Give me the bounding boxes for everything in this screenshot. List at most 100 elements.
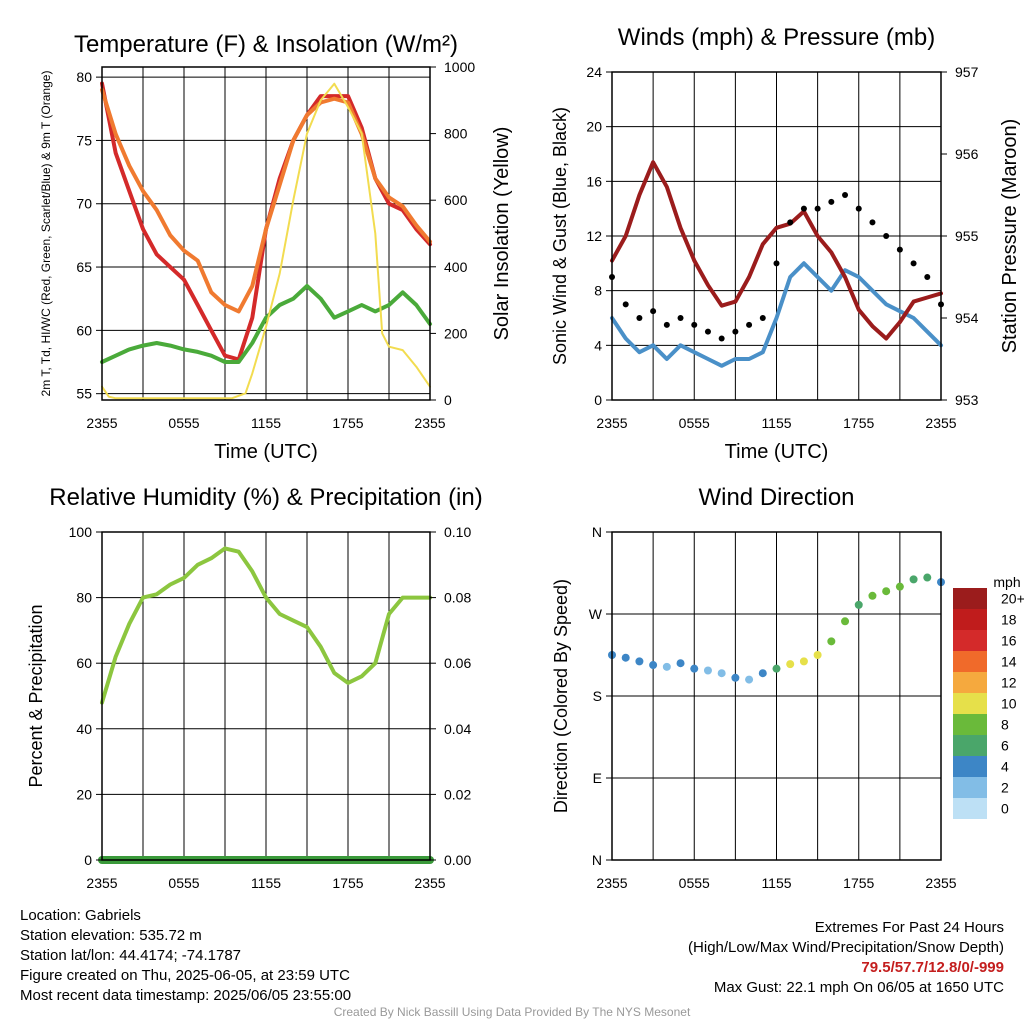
extremes-subtitle: (High/Low/Max Wind/Precipitation/Snow De…: [688, 939, 1004, 956]
station-location: Location: Gabriels: [20, 907, 141, 924]
p2-series-2-point: [746, 321, 753, 328]
p1-xtick-label: 2355: [86, 415, 117, 431]
p4-direction-point: [676, 659, 685, 668]
p4-direction-point: [854, 600, 863, 609]
p4-colorbar-swatch: [953, 714, 987, 735]
p3-plot-frame: [101, 531, 431, 861]
p2-series-2-point: [787, 219, 794, 226]
p4-colorbar-swatch: [953, 756, 987, 777]
p2-series-2-point: [622, 301, 629, 308]
station-latlon: Station lat/lon: 44.4174; -74.1787: [20, 947, 242, 964]
p4-direction-point: [799, 657, 808, 666]
p2-y2tick-label: 955: [955, 228, 979, 244]
p2-y-axis-label: Sonic Wind & Gust (Blue, Black): [550, 107, 570, 365]
p1-y2tick-label: 0: [444, 392, 452, 408]
p2-series-2-point: [896, 246, 903, 253]
p4-colorbar-label: 8: [1001, 717, 1009, 733]
p4-direction-point: [895, 582, 904, 591]
p4-colorbar-label: 2: [1001, 780, 1009, 796]
p2-series-2-point: [704, 328, 711, 335]
p3-series-0-line: [100, 546, 432, 705]
p1-chart-title: Temperature (F) & Insolation (W/m²): [74, 31, 458, 58]
p2-ytick-label: 8: [594, 283, 602, 299]
p2-series-2-point: [924, 274, 931, 280]
p3-ytick-label: 80: [76, 590, 92, 606]
p2-series-0-line: [610, 261, 943, 368]
p4-direction-point: [786, 660, 795, 669]
p3-xtick-label: 1155: [251, 875, 281, 891]
station-elevation: Station elevation: 535.72 m: [20, 927, 202, 944]
p1-y-axis-label: 2m T, Td, HI/WC (Red, Green, Scarlet/Blu…: [39, 71, 53, 397]
p1-ytick-label: 75: [76, 132, 92, 148]
p3-chart-title: Relative Humidity (%) & Precipitation (i…: [49, 484, 482, 511]
p1-y2tick-label: 800: [444, 126, 468, 142]
p4-colorbar-label: 0: [1001, 801, 1009, 817]
p4-ytick-label: W: [589, 606, 603, 622]
p4-colorbar-swatch: [953, 798, 987, 819]
p4-xtick-label: 2355: [925, 875, 956, 891]
p4-direction-point: [758, 669, 767, 678]
p4-direction-point: [621, 653, 630, 662]
p4-direction-point: [772, 664, 781, 673]
p2-y2tick-label: 953: [955, 392, 979, 408]
p1-y2tick-label: 400: [444, 259, 468, 275]
p1-plot-frame: [101, 66, 431, 401]
p2-series-2-point: [869, 219, 876, 226]
p4-direction-point: [909, 575, 918, 584]
recent-timestamp: Most recent data timestamp: 2025/06/05 2…: [20, 987, 352, 1004]
p4-ytick-label: S: [593, 688, 602, 704]
p1-ytick-label: 65: [76, 259, 92, 275]
p4-colorbar-label: 12: [1001, 675, 1017, 691]
p4-colorbar-label: 20+: [1001, 591, 1024, 607]
p1-series-3-line: [101, 82, 431, 400]
extremes-title: Extremes For Past 24 Hours: [814, 919, 1004, 936]
p1-series-1-line: [100, 87, 432, 314]
p2-series-2-point: [732, 328, 739, 335]
p3-y2tick-label: 0.06: [444, 655, 471, 671]
p4-direction-point: [703, 666, 712, 675]
figure-created: Figure created on Thu, 2025-06-05, at 23…: [20, 967, 350, 984]
p4-direction-point: [813, 651, 822, 659]
credit-line: Created By Nick Bassill Using Data Provi…: [333, 1005, 691, 1019]
p3-xtick-label: 2355: [414, 875, 445, 891]
p4-xtick-label: 0555: [679, 875, 710, 891]
p1-y2tick-label: 1000: [444, 59, 475, 75]
max-gust: Max Gust: 22.1 mph On 06/05 at 1650 UTC: [713, 979, 1004, 996]
p3-y2tick-label: 0.10: [444, 524, 471, 540]
p2-series-2-point: [828, 198, 835, 205]
p2-y2-axis-label: Station Pressure (Maroon): [999, 119, 1021, 354]
p4-colorbar-swatch: [953, 609, 987, 630]
p1-xtick-label: 1755: [332, 415, 363, 431]
p1-ytick-label: 55: [76, 386, 92, 402]
p2-series-2-point: [910, 260, 917, 267]
p1-ytick-label: 60: [76, 322, 92, 338]
p2-series-2-point: [855, 205, 862, 212]
p3-ytick-label: 20: [76, 786, 92, 802]
p1-y2tick-label: 600: [444, 192, 468, 208]
p2-x-axis-label: Time (UTC): [725, 441, 829, 463]
p2-xtick-label: 2355: [596, 415, 627, 431]
p1-ytick-label: 80: [76, 69, 92, 85]
p3-ytick-label: 40: [76, 721, 92, 737]
p4-ytick-label: N: [592, 852, 602, 868]
p4-colorbar-swatch: [953, 672, 987, 693]
p2-series-2-point: [691, 321, 698, 328]
p4-colorbar-swatch: [953, 588, 987, 609]
p2-series-2-point: [663, 321, 670, 328]
p2-xtick-label: 0555: [679, 415, 710, 431]
p1-xtick-label: 2355: [414, 415, 445, 431]
p2-ytick-label: 0: [594, 392, 602, 408]
p2-xtick-label: 1755: [843, 415, 874, 431]
extremes-info: Extremes For Past 24 Hours (High/Low/Max…: [688, 918, 1004, 998]
p2-series-2-point: [773, 260, 780, 267]
p4-xtick-label: 1155: [761, 875, 791, 891]
p4-colorbar-unit: mph: [993, 574, 1020, 590]
p4-colorbar-swatch: [953, 630, 987, 651]
p4-xtick-label: 1755: [843, 875, 874, 891]
p3-xtick-label: 0555: [168, 875, 199, 891]
p2-series-2-point: [759, 315, 766, 321]
p2-series-2-point: [650, 308, 657, 315]
p4-colorbar-label: 10: [1001, 696, 1017, 712]
p2-ytick-label: 4: [594, 337, 602, 353]
